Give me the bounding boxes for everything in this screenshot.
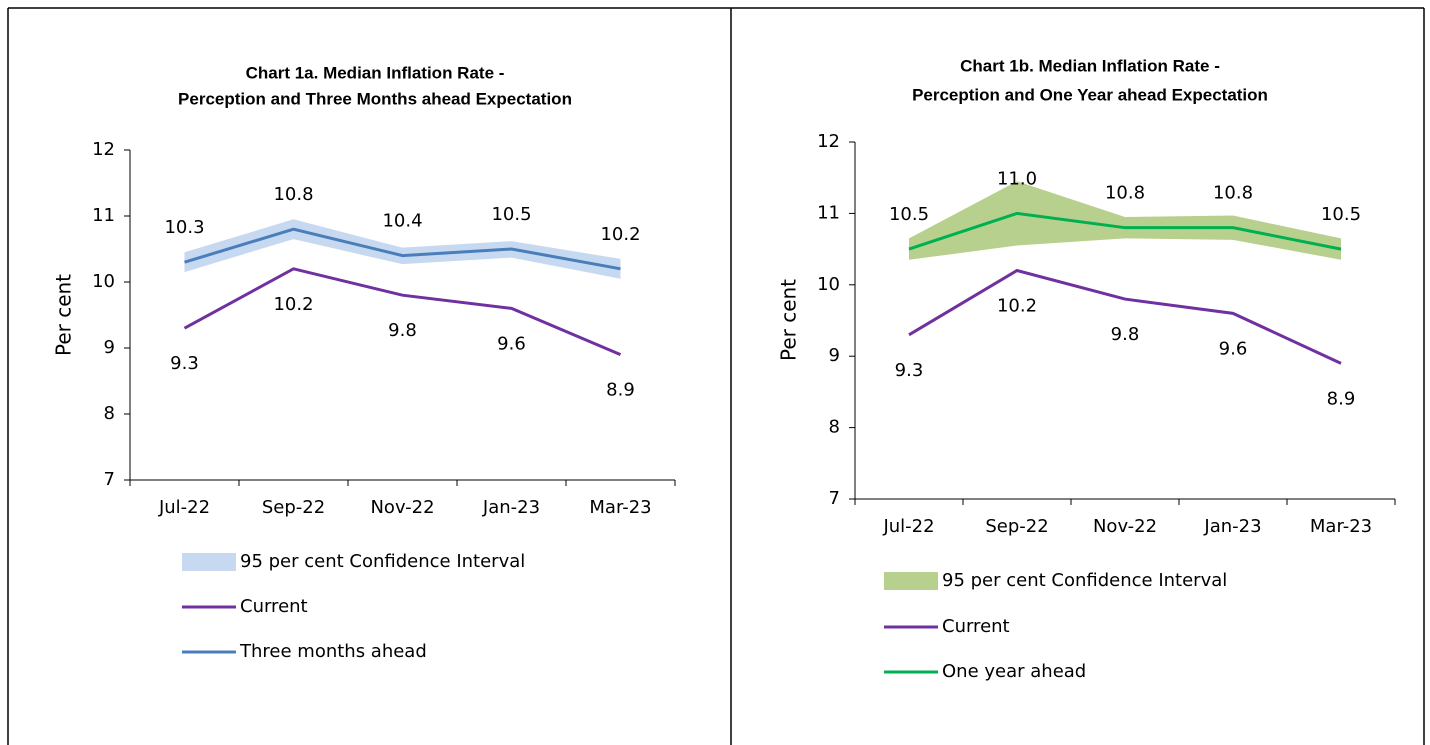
data-label: 10.4 bbox=[382, 211, 422, 232]
data-label: 10.5 bbox=[1321, 204, 1361, 225]
x-tick-label: Jan-23 bbox=[1203, 516, 1261, 537]
data-label: 9.3 bbox=[895, 360, 924, 381]
y-tick-label: 10 bbox=[817, 274, 840, 295]
confidence-band bbox=[184, 219, 621, 279]
y-tick-label: 9 bbox=[829, 345, 840, 366]
y-tick-label: 11 bbox=[817, 202, 840, 223]
data-label: 8.9 bbox=[606, 380, 635, 401]
x-tick-label: Mar-23 bbox=[1310, 516, 1372, 537]
y-tick-label: 7 bbox=[829, 488, 840, 509]
data-label: 10.8 bbox=[273, 184, 313, 205]
y-tick-label: 12 bbox=[817, 131, 840, 152]
data-label: 10.8 bbox=[1105, 183, 1145, 204]
legend-label: 95 per cent Confidence Interval bbox=[942, 570, 1227, 591]
data-label: 9.6 bbox=[497, 333, 526, 354]
data-label: 8.9 bbox=[1327, 388, 1356, 409]
y-tick-label: 10 bbox=[92, 271, 115, 292]
legend-swatch bbox=[884, 572, 938, 590]
data-label: 9.8 bbox=[388, 320, 417, 341]
x-tick-label: Sep-22 bbox=[985, 516, 1048, 537]
x-tick-label: Jan-23 bbox=[482, 497, 540, 518]
confidence-band bbox=[909, 181, 1341, 260]
series-line bbox=[184, 227, 621, 271]
legend-swatch bbox=[182, 553, 236, 571]
data-label: 11.0 bbox=[997, 168, 1037, 189]
y-tick-label: 8 bbox=[829, 417, 840, 438]
x-tick-label: Jul-22 bbox=[158, 497, 210, 518]
data-label: 10.2 bbox=[600, 224, 640, 245]
data-label: 10.5 bbox=[491, 204, 531, 225]
data-label: 10.5 bbox=[889, 204, 929, 225]
data-label: 9.3 bbox=[170, 353, 199, 374]
data-label: 10.8 bbox=[1213, 183, 1253, 204]
y-axis-label: Per cent bbox=[777, 279, 801, 361]
data-label: 9.6 bbox=[1219, 338, 1248, 359]
y-tick-label: 11 bbox=[92, 205, 115, 226]
x-tick-label: Jul-22 bbox=[882, 516, 934, 537]
legend-label: Three months ahead bbox=[239, 641, 427, 662]
data-label: 10.3 bbox=[164, 217, 204, 238]
legend-label: One year ahead bbox=[942, 661, 1086, 682]
y-axis-label: Per cent bbox=[52, 274, 76, 356]
series-line bbox=[183, 267, 622, 356]
chart-title: Chart 1a. Median Inflation Rate - bbox=[246, 63, 505, 82]
y-tick-label: 8 bbox=[104, 403, 115, 424]
x-tick-label: Nov-22 bbox=[370, 497, 434, 518]
series-line bbox=[908, 268, 1342, 365]
x-tick-label: Sep-22 bbox=[262, 497, 325, 518]
y-tick-label: 9 bbox=[104, 337, 115, 358]
y-tick-label: 7 bbox=[104, 469, 115, 490]
data-label: 9.8 bbox=[1111, 324, 1140, 345]
x-tick-label: Mar-23 bbox=[589, 497, 651, 518]
chart-title: Chart 1b. Median Inflation Rate - bbox=[960, 56, 1220, 75]
legend-label: 95 per cent Confidence Interval bbox=[240, 551, 525, 572]
data-label: 10.2 bbox=[273, 294, 313, 315]
legend-label: Current bbox=[942, 616, 1010, 637]
chart-title: Perception and One Year ahead Expectatio… bbox=[912, 85, 1268, 104]
series-line bbox=[908, 211, 1342, 251]
x-tick-label: Nov-22 bbox=[1093, 516, 1157, 537]
legend-label: Current bbox=[240, 596, 308, 617]
chart-title: Perception and Three Months ahead Expect… bbox=[178, 89, 572, 108]
y-tick-label: 12 bbox=[92, 139, 115, 160]
data-label: 10.2 bbox=[997, 296, 1037, 317]
